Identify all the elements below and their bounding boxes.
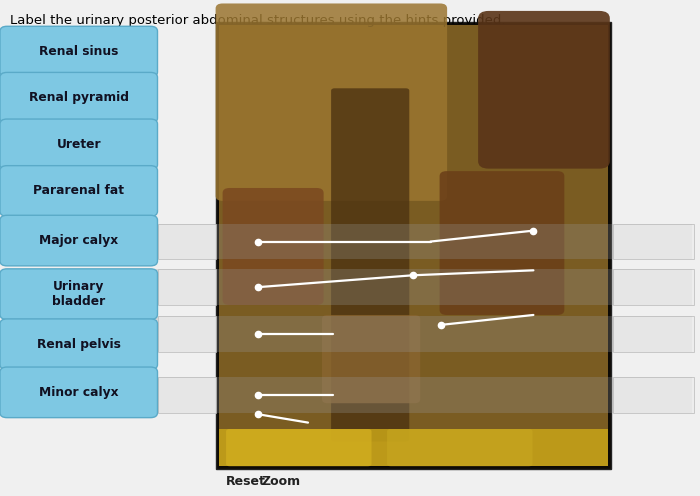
Bar <box>219 429 608 466</box>
Bar <box>158 377 216 413</box>
Bar <box>156 224 692 259</box>
Text: Renal pyramid: Renal pyramid <box>29 91 129 104</box>
Text: Reset: Reset <box>226 475 266 488</box>
FancyBboxPatch shape <box>0 72 158 123</box>
Bar <box>156 316 692 352</box>
Bar <box>158 316 216 352</box>
Text: Urinary
bladder: Urinary bladder <box>52 280 106 308</box>
FancyBboxPatch shape <box>223 188 323 305</box>
Bar <box>156 269 692 305</box>
FancyBboxPatch shape <box>0 269 158 319</box>
FancyBboxPatch shape <box>0 367 158 418</box>
Bar <box>613 224 694 259</box>
FancyBboxPatch shape <box>216 3 447 201</box>
FancyBboxPatch shape <box>0 119 158 170</box>
FancyBboxPatch shape <box>440 171 564 315</box>
FancyBboxPatch shape <box>0 319 158 370</box>
Text: Label the urinary posterior abdominal structures using the hints provided.: Label the urinary posterior abdominal st… <box>10 14 506 27</box>
Text: Minor calyx: Minor calyx <box>39 386 118 399</box>
FancyBboxPatch shape <box>331 88 409 441</box>
Bar <box>613 269 694 305</box>
Text: Renal sinus: Renal sinus <box>39 45 118 58</box>
FancyBboxPatch shape <box>478 11 610 169</box>
FancyBboxPatch shape <box>0 26 158 77</box>
Bar <box>158 224 216 259</box>
Text: Renal pelvis: Renal pelvis <box>37 338 120 351</box>
FancyBboxPatch shape <box>226 429 372 466</box>
Text: Major calyx: Major calyx <box>39 234 118 247</box>
Bar <box>156 377 692 413</box>
Bar <box>216 22 611 469</box>
Bar <box>219 25 608 466</box>
Bar <box>613 377 694 413</box>
Bar <box>158 269 216 305</box>
Text: Ureter: Ureter <box>57 138 101 151</box>
Text: Pararenal fat: Pararenal fat <box>33 185 125 197</box>
FancyBboxPatch shape <box>387 429 533 466</box>
Bar <box>613 316 694 352</box>
Text: Zoom: Zoom <box>261 475 300 488</box>
FancyBboxPatch shape <box>0 166 158 216</box>
FancyBboxPatch shape <box>322 315 420 403</box>
FancyBboxPatch shape <box>0 215 158 266</box>
